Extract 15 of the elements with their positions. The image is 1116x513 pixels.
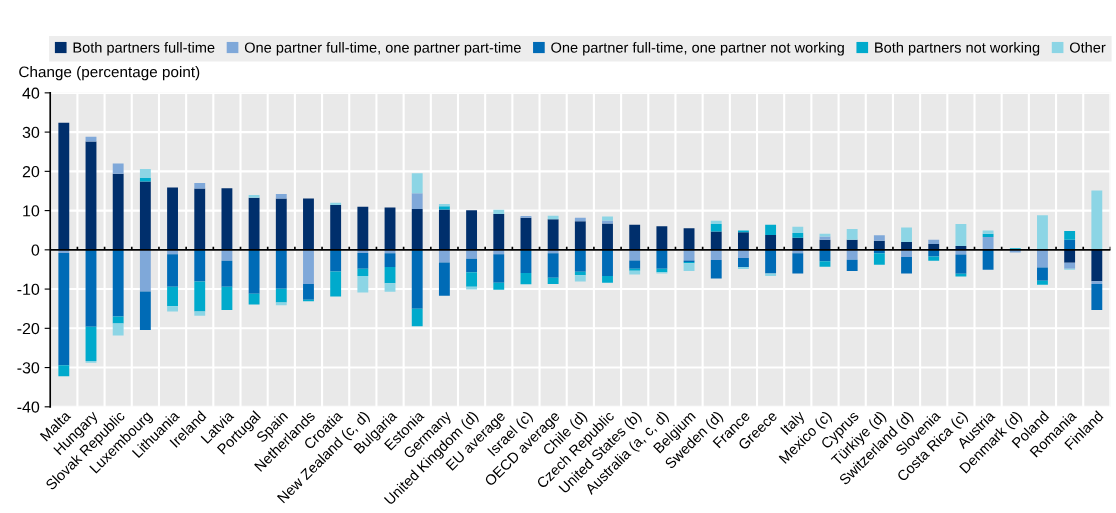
y-tick-label: 20 bbox=[22, 165, 40, 178]
legend-label: Both partners full-time bbox=[73, 42, 215, 56]
y-tick-label: 40 bbox=[22, 87, 40, 99]
y-tick-label: -20 bbox=[17, 322, 40, 335]
y-tick-label: 0 bbox=[31, 244, 40, 256]
y-tick-label: 30 bbox=[22, 126, 40, 139]
y-tick-label: -10 bbox=[17, 283, 40, 296]
legend-label: One partner full-time, one partner not working bbox=[551, 42, 844, 56]
legend-label: Both partners not working bbox=[875, 42, 1040, 56]
y-tick-label: -40 bbox=[17, 401, 40, 413]
y-tick-label: 10 bbox=[23, 205, 40, 217]
legend-label: One partner full-time, one partner part-time bbox=[244, 42, 521, 56]
y-tick-label: -30 bbox=[17, 362, 40, 374]
legend-label: Other bbox=[1069, 42, 1106, 53]
y-axis-title: Change (percentage point) bbox=[19, 66, 200, 81]
